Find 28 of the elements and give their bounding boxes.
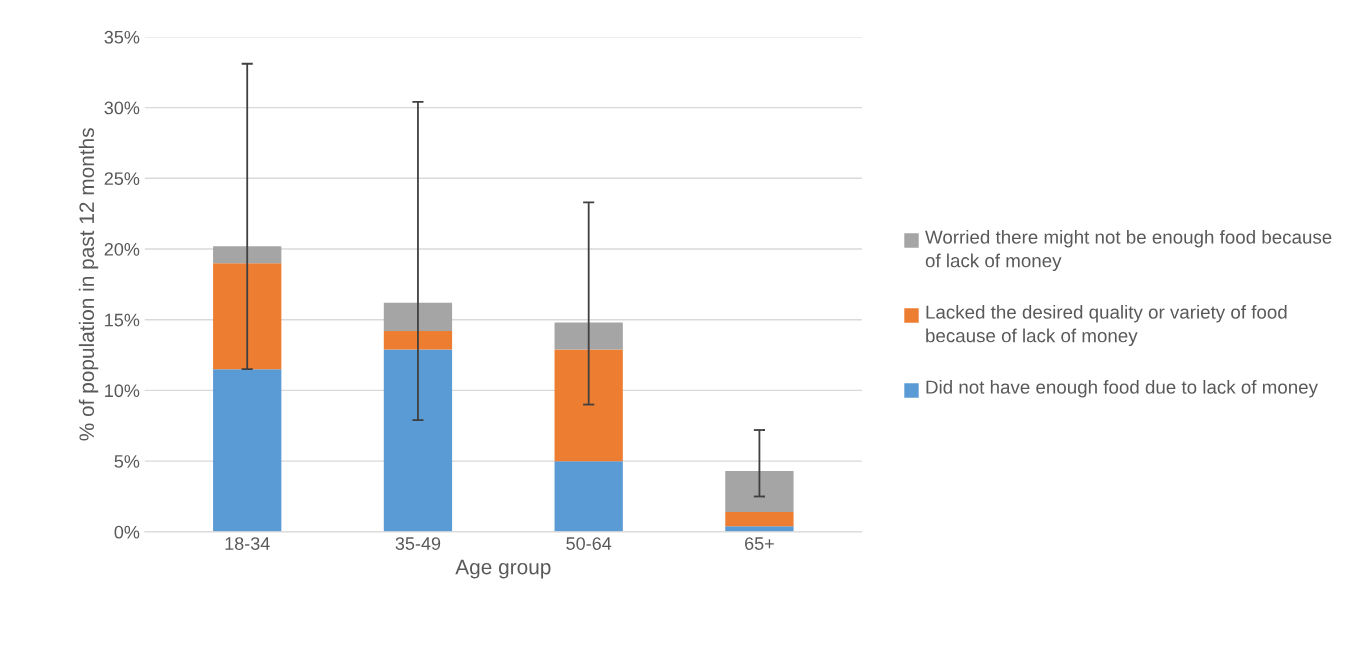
legend-label: Lacked the desired quality or variety of food because of lack of money — [926, 305, 1287, 347]
y-tick-label: 0% — [114, 525, 140, 539]
bar — [383, 349, 453, 532]
x-tick-label: 35-49 — [395, 537, 441, 550]
x-tick-label: 50-64 — [566, 537, 612, 550]
legend-label: Worried there might not be enough food because of lack of money — [925, 230, 1332, 272]
y-tick-label: 35% — [104, 30, 140, 44]
x-tick-label: 65+ — [745, 537, 774, 550]
bar — [554, 322, 623, 350]
bar — [213, 263, 282, 370]
bar — [725, 471, 794, 513]
bar — [213, 246, 282, 264]
bar — [554, 349, 623, 462]
y-tick-label: 20% — [104, 242, 140, 256]
bar — [725, 512, 794, 527]
x-axis-title: Age group — [455, 559, 551, 579]
bar — [383, 302, 453, 332]
y-tick-label: 30% — [104, 101, 140, 115]
y-axis-title: % of population in past 12 months — [78, 128, 99, 441]
y-tick-label: 10% — [105, 384, 140, 398]
y-tick-label: 25% — [104, 172, 140, 186]
legend-label: Did not have enough food due to lack of money — [926, 380, 1318, 398]
bar — [554, 461, 623, 532]
bar — [383, 331, 453, 350]
bar — [213, 369, 282, 532]
x-tick-label: 18-34 — [225, 537, 270, 550]
y-tick-label: 15% — [105, 313, 140, 327]
y-tick-label: 5% — [114, 455, 140, 468]
